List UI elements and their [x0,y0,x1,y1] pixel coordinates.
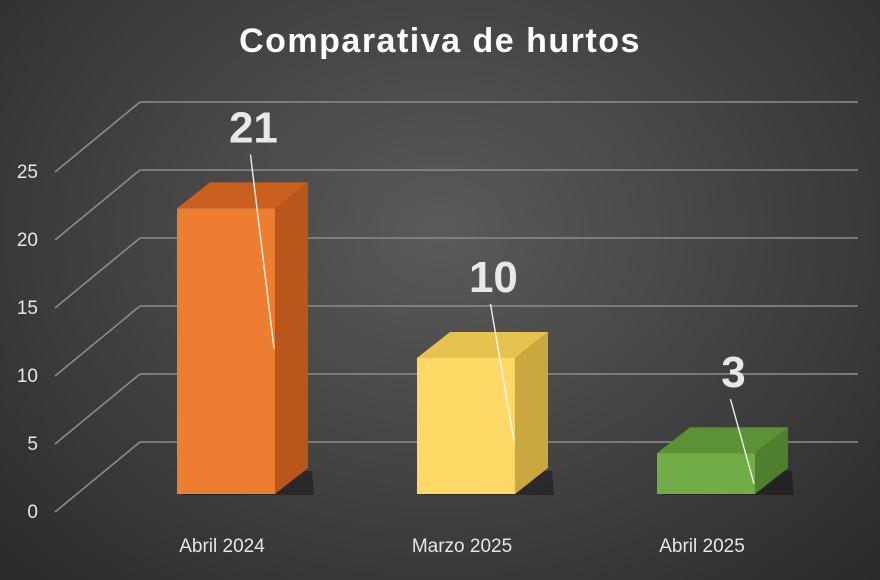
data-label-leader [729,399,755,484]
y-tick-label: 15 [17,298,38,319]
gridline-diagonal [54,237,141,309]
data-label-leader [489,303,515,441]
bar [177,208,275,494]
y-tick-label: 0 [27,502,38,523]
data-label: 3 [721,348,745,397]
x-category-label: Abril 2025 [659,536,745,557]
y-tick-label: 10 [17,366,38,387]
chart-title: Comparativa de hurtos [239,22,641,60]
bar-side [755,427,788,494]
bar-top [177,182,308,209]
x-category-label: Marzo 2025 [412,536,512,557]
gridline-diagonal [54,373,141,445]
bar-top [417,332,548,358]
gridline-diagonal [54,305,141,377]
data-label-leader [249,154,275,349]
data-label: 21 [229,103,278,152]
data-label: 10 [469,253,518,302]
bar [417,358,515,494]
gridline-diagonal [54,441,141,513]
bar-side [515,332,548,494]
y-tick-label: 5 [27,434,38,455]
x-category-label: Abril 2024 [179,536,265,557]
bar [657,453,755,494]
y-tick-label: 20 [17,230,38,251]
bar-top [657,427,788,454]
y-tick-label: 25 [17,162,38,183]
gridline-diagonal [54,101,141,173]
bar-side [275,182,308,494]
gridline-diagonal [54,169,141,241]
